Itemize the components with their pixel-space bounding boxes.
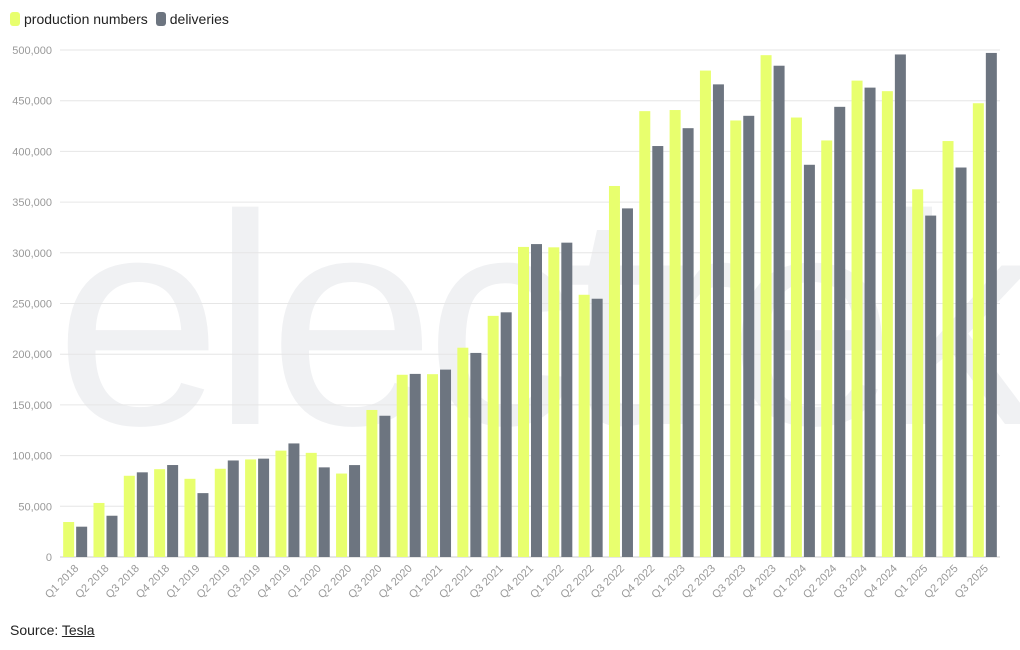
y-tick-label: 150,000: [12, 400, 52, 412]
bar-production[interactable]: [396, 374, 408, 557]
y-tick-label: 450,000: [12, 96, 52, 108]
bar-production[interactable]: [942, 141, 954, 557]
y-tick-label: 300,000: [12, 248, 52, 260]
bar-production[interactable]: [821, 140, 833, 557]
y-tick-label: 0: [46, 552, 52, 564]
bar-production[interactable]: [639, 111, 651, 557]
bar-production[interactable]: [730, 120, 742, 557]
bar-deliveries[interactable]: [712, 84, 724, 558]
deliveries-swatch: [155, 12, 166, 26]
bar-production[interactable]: [760, 55, 772, 558]
bar-deliveries[interactable]: [409, 373, 421, 557]
bar-production[interactable]: [518, 246, 529, 558]
bar-deliveries[interactable]: [197, 493, 209, 557]
y-tick-label: 250,000: [12, 299, 52, 311]
bar-production[interactable]: [699, 70, 711, 557]
bar-deliveries[interactable]: [227, 460, 239, 557]
bar-production[interactable]: [912, 189, 924, 557]
bar-deliveries[interactable]: [379, 415, 391, 557]
bar-deliveries[interactable]: [470, 352, 482, 557]
bar-production[interactable]: [275, 450, 287, 557]
x-tick-label: Q3 2025: [953, 563, 991, 601]
bar-deliveries[interactable]: [288, 443, 300, 557]
bar-deliveries[interactable]: [106, 515, 118, 557]
bar-deliveries[interactable]: [591, 298, 603, 557]
bar-deliveries[interactable]: [985, 52, 997, 557]
bar-production[interactable]: [790, 117, 802, 557]
bar-deliveries[interactable]: [531, 244, 542, 557]
bar-production[interactable]: [972, 103, 984, 558]
bar-production[interactable]: [427, 374, 439, 557]
legend: production numbers deliveries: [10, 11, 237, 27]
legend-production-label: production numbers: [24, 11, 148, 27]
bar-production[interactable]: [487, 315, 499, 557]
bar-deliveries[interactable]: [349, 465, 361, 557]
bar-deliveries[interactable]: [925, 215, 937, 557]
bar-deliveries[interactable]: [500, 312, 512, 557]
source-link[interactable]: Tesla: [61, 622, 95, 638]
bar-production[interactable]: [366, 409, 378, 557]
bar-production[interactable]: [881, 91, 893, 558]
bar-production[interactable]: [548, 247, 560, 557]
y-tick-label: 400,000: [12, 146, 52, 158]
bar-production[interactable]: [214, 468, 226, 557]
bar-deliveries[interactable]: [440, 369, 452, 557]
bar-deliveries[interactable]: [652, 146, 664, 557]
bar-production[interactable]: [63, 522, 75, 557]
y-tick-label: 350,000: [12, 197, 52, 209]
bar-deliveries[interactable]: [318, 467, 330, 557]
bar-production[interactable]: [578, 294, 590, 557]
legend-item-production[interactable]: production numbers: [10, 11, 148, 27]
bar-deliveries[interactable]: [773, 65, 785, 557]
bar-deliveries[interactable]: [864, 87, 876, 558]
source-prefix: Source:: [10, 622, 62, 638]
bar-deliveries[interactable]: [621, 208, 633, 557]
bar-deliveries[interactable]: [743, 115, 755, 557]
bar-deliveries[interactable]: [894, 54, 906, 558]
bar-deliveries[interactable]: [136, 472, 148, 557]
y-tick-label: 500,000: [12, 45, 52, 57]
bar-deliveries[interactable]: [561, 242, 573, 557]
bar-production[interactable]: [93, 502, 105, 557]
bar-production[interactable]: [123, 475, 135, 557]
y-tick-label: 50,000: [18, 501, 52, 513]
bar-deliveries[interactable]: [682, 128, 694, 557]
y-tick-label: 100,000: [12, 451, 52, 463]
legend-item-deliveries[interactable]: deliveries: [155, 11, 229, 27]
source-note: Source: Tesla: [10, 622, 95, 638]
bar-deliveries[interactable]: [834, 106, 846, 557]
bar-deliveries[interactable]: [955, 167, 967, 557]
bar-production[interactable]: [336, 473, 348, 557]
legend-deliveries-label: deliveries: [169, 11, 229, 27]
bar-deliveries[interactable]: [167, 465, 179, 557]
bar-deliveries[interactable]: [76, 526, 88, 557]
bar-production[interactable]: [608, 185, 620, 558]
bar-production[interactable]: [457, 347, 469, 557]
bar-production[interactable]: [851, 80, 863, 558]
bar-production[interactable]: [184, 478, 196, 557]
bar-production[interactable]: [154, 469, 166, 557]
y-tick-label: 200,000: [12, 349, 52, 361]
bar-production[interactable]: [305, 452, 317, 557]
bar-production[interactable]: [669, 110, 681, 557]
bar-chart: 0 50,000 100,000 150,000 200,000 250,000 300,0…: [12, 45, 1000, 601]
bar-deliveries[interactable]: [258, 458, 270, 557]
bar-production[interactable]: [245, 459, 257, 557]
bar-deliveries[interactable]: [803, 164, 815, 557]
production-swatch: [10, 12, 20, 26]
